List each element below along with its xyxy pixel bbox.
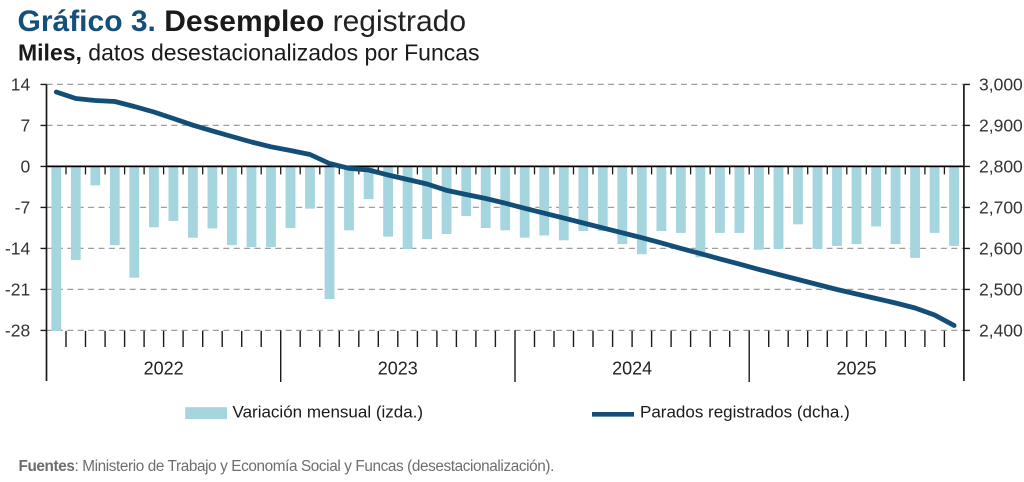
svg-text:Miles, datos desestacionalizad: Miles, datos desestacionalizados por Fun… (18, 40, 480, 66)
svg-text:-21: -21 (5, 279, 30, 299)
svg-text:7: 7 (20, 115, 30, 135)
svg-text:0: 0 (20, 156, 30, 176)
svg-text:2,500: 2,500 (979, 279, 1023, 299)
svg-text:2,700: 2,700 (979, 197, 1023, 217)
svg-text:2,400: 2,400 (979, 320, 1023, 340)
svg-text:2022: 2022 (144, 359, 184, 379)
svg-text:2023: 2023 (378, 359, 418, 379)
svg-text:2024: 2024 (612, 359, 652, 379)
svg-text:2025: 2025 (836, 359, 876, 379)
svg-text:Fuentes: Ministerio de Trabajo: Fuentes: Ministerio de Trabajo y Economí… (19, 458, 554, 475)
svg-text:Variación mensual (izda.): Variación mensual (izda.) (233, 403, 424, 422)
svg-text:3,000: 3,000 (979, 74, 1023, 94)
svg-text:Parados registrados (dcha.): Parados registrados (dcha.) (640, 403, 850, 422)
svg-text:-28: -28 (5, 320, 30, 340)
svg-text:2,600: 2,600 (979, 238, 1023, 258)
svg-text:2,800: 2,800 (979, 156, 1023, 176)
svg-text:-7: -7 (15, 197, 31, 217)
svg-text:2,900: 2,900 (979, 115, 1023, 135)
svg-text:Gráfico 3. Desempleo registrad: Gráfico 3. Desempleo registrado (18, 5, 467, 38)
svg-text:14: 14 (11, 74, 31, 94)
svg-text:-14: -14 (5, 238, 31, 258)
